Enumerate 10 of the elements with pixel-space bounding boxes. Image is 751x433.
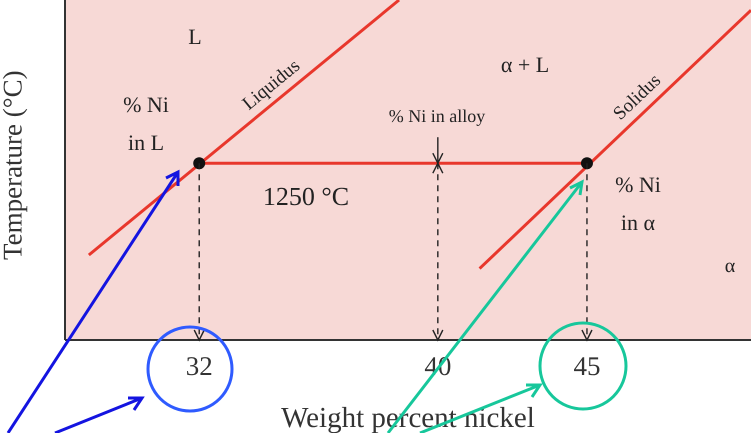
annotation: 1250 °C — [262, 182, 350, 211]
y-axis-title: Temperature (°C) — [0, 70, 28, 260]
x-tick-label: 32 — [186, 351, 213, 382]
annotation: % Ni in alloy — [388, 106, 486, 126]
annotation: L — [188, 24, 202, 49]
annotation: % Ni in α — [615, 172, 661, 235]
annotation: % Ni in L — [123, 92, 169, 155]
x-tick-label: 45 — [573, 351, 600, 382]
annotation: α — [724, 255, 736, 277]
annotation: α + L — [500, 52, 550, 77]
